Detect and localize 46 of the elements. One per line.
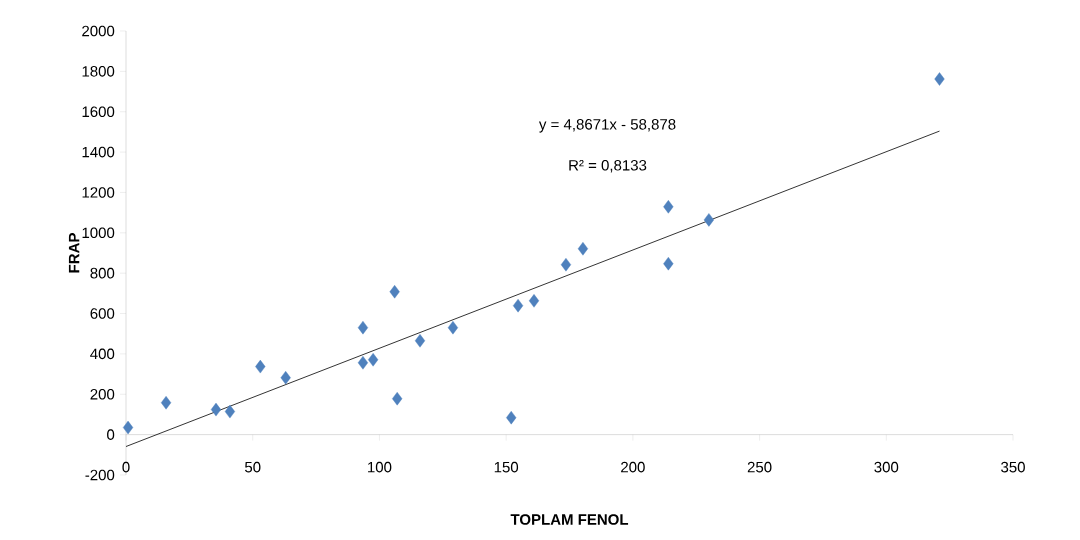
y-tick-label: 1200	[82, 187, 115, 198]
x-tick-label: 200	[621, 461, 645, 473]
point	[414, 334, 426, 348]
y-tick-label: 1000	[82, 227, 115, 239]
point	[224, 404, 235, 419]
annotation: y = 4,8671x - 58,878	[538, 119, 676, 133]
point	[528, 294, 540, 308]
x-tick-label: 150	[494, 461, 519, 473]
point	[160, 396, 172, 410]
point	[357, 356, 369, 370]
annotation: R² = 0,8133	[569, 160, 647, 173]
point	[392, 392, 403, 406]
point	[560, 257, 572, 272]
point	[210, 402, 222, 417]
y-tick-label: 400	[90, 348, 115, 360]
point	[703, 213, 714, 227]
y-tick-label: 200	[90, 388, 115, 400]
point	[506, 410, 517, 425]
point	[663, 200, 674, 214]
y-tick-label: 0	[107, 429, 115, 440]
x-tick-label: 50	[244, 461, 261, 473]
y-tick-label: 1800	[82, 66, 115, 77]
x-tick-label: 100	[368, 461, 392, 473]
point	[122, 420, 134, 435]
y-tick-label: 800	[90, 267, 115, 279]
point	[447, 320, 459, 335]
point	[357, 320, 369, 335]
point	[389, 285, 400, 299]
point	[255, 359, 266, 374]
y-axis-title: FRAP	[68, 233, 80, 273]
point	[280, 371, 291, 385]
point	[577, 242, 589, 256]
y-tick-label: -200	[85, 469, 115, 481]
y-tick-label: 1400	[82, 146, 115, 158]
point	[512, 298, 524, 313]
y-tick-label: 1600	[82, 106, 115, 118]
x-tick-label: 350	[1001, 461, 1025, 473]
point	[368, 353, 379, 367]
point	[663, 256, 674, 271]
y-tick-label: 600	[90, 308, 115, 319]
x-tick-label: 250	[747, 461, 772, 473]
x-tick-label: 300	[874, 461, 899, 473]
point	[934, 72, 945, 86]
x-axis-title: TOPLAM FENOL	[510, 514, 629, 525]
y-tick-label: 2000	[82, 25, 115, 37]
x-tick-label: 0	[122, 461, 130, 473]
